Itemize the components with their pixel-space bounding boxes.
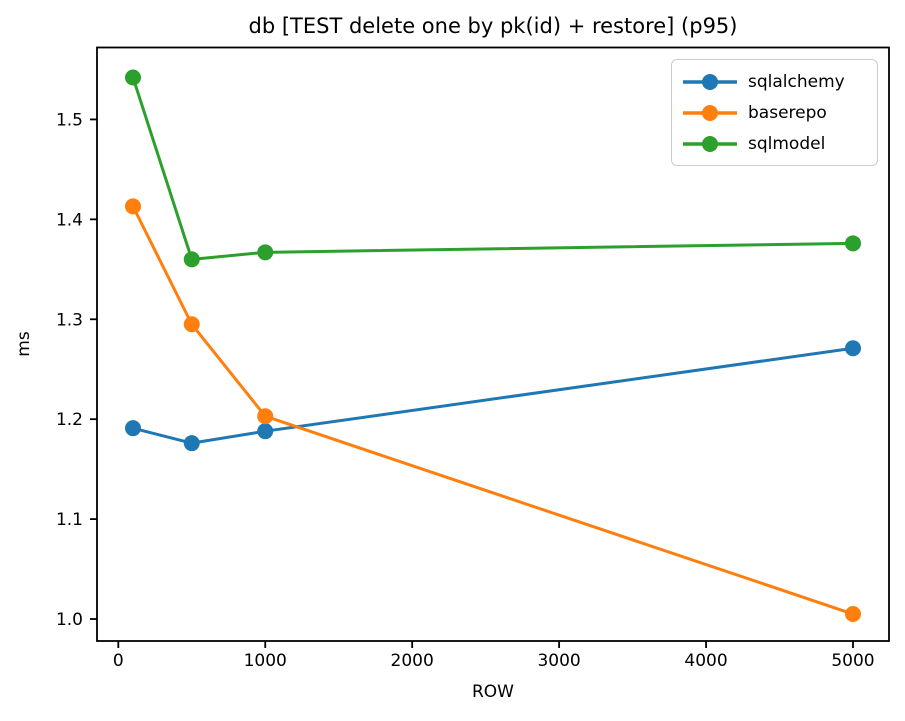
data-point-sqlmodel [125, 69, 141, 86]
legend-sample-line-icon [683, 135, 737, 152]
legend-sample-line-icon [683, 104, 737, 121]
series-line-sqlmodel [131, 75, 855, 261]
x-tick-label: 4000 [684, 651, 727, 671]
legend-entry-sqlalchemy: sqlalchemy [681, 67, 867, 96]
x-axis-label: ROW [471, 682, 515, 702]
y-tick-label: 1.0 [56, 610, 83, 630]
x-tick-label: 5000 [831, 651, 874, 671]
y-axis-label: ms [14, 331, 34, 357]
data-point-baserepo [257, 408, 274, 425]
chart-title: db [TEST delete one by pk(id) + restore]… [248, 14, 738, 38]
y-tick-label: 1.1 [56, 510, 83, 530]
legend-sample-line-icon [683, 73, 737, 90]
data-point-sqlmodel [183, 251, 200, 268]
data-point-sqlmodel [845, 235, 861, 252]
y-tick-label: 1.4 [56, 210, 83, 230]
data-point-sqlmodel [257, 244, 274, 261]
series-line-sqlalchemy [131, 346, 855, 445]
legend-label: baserepo [748, 102, 827, 123]
x-tick-label: 1000 [244, 651, 287, 671]
legend-entry-baserepo: baserepo [681, 98, 867, 127]
data-point-baserepo [125, 198, 141, 215]
series-line-baserepo [131, 204, 855, 616]
legend-label: sqlmodel [748, 133, 826, 154]
y-tick-label: 1.3 [56, 310, 83, 330]
y-tick-label: 1.2 [56, 410, 83, 430]
data-point-sqlalchemy [183, 435, 200, 452]
x-tick-label: 0 [113, 651, 124, 671]
data-point-sqlalchemy [257, 423, 274, 440]
data-point-baserepo [845, 606, 861, 623]
legend-entry-sqlmodel: sqlmodel [681, 129, 867, 158]
data-point-sqlalchemy [125, 420, 141, 437]
data-point-sqlalchemy [845, 340, 861, 357]
x-tick-label: 2000 [391, 651, 434, 671]
x-tick-label: 3000 [537, 651, 580, 671]
legend: sqlalchemy baserepo sqlmodel [671, 59, 878, 166]
legend-label: sqlalchemy [748, 71, 845, 92]
data-point-baserepo [183, 316, 200, 333]
y-tick-label: 1.5 [56, 110, 83, 130]
axes-spines [96, 46, 890, 642]
